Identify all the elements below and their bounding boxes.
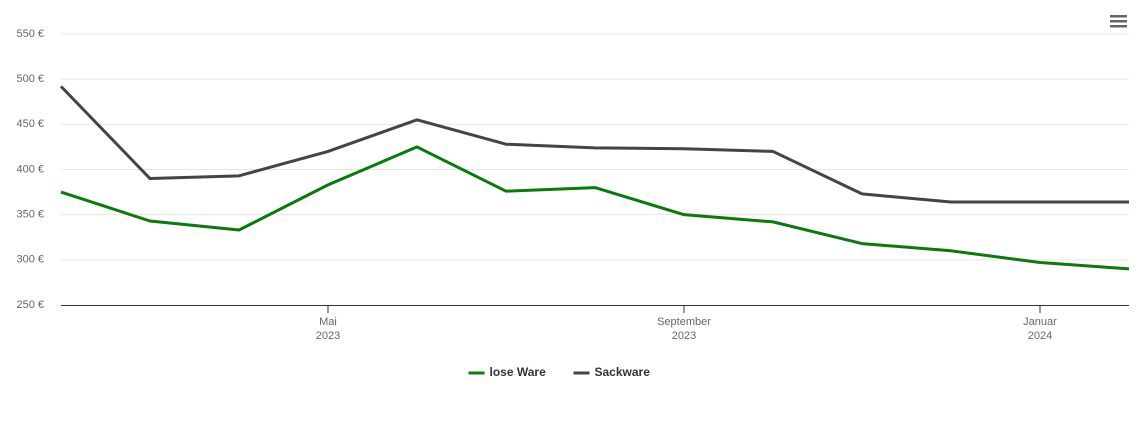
y-tick-label: 250 € (16, 299, 44, 311)
menu-bar (1110, 25, 1127, 28)
y-tick-label: 550 € (16, 28, 44, 40)
y-tick-label: 400 € (16, 163, 44, 175)
x-tick-sublabel: 2023 (672, 330, 696, 342)
legend-label: Sackware (595, 365, 651, 379)
legend-item[interactable]: lose Ware (468, 365, 547, 379)
line-series (60, 145, 1130, 271)
y-tick-label: 300 € (16, 254, 44, 266)
legend-label: lose Ware (490, 365, 547, 379)
y-tick-label: 450 € (16, 118, 44, 130)
x-tick-sublabel: 2024 (1028, 330, 1052, 342)
legend-item[interactable]: Sackware (573, 365, 651, 379)
x-tick-label: Januar (1023, 316, 1057, 328)
menu-bar (1110, 20, 1127, 23)
line-series (59, 85, 1129, 204)
menu-button[interactable] (1110, 15, 1127, 28)
y-tick-label: 500 € (16, 73, 44, 85)
menu-bar (1110, 15, 1127, 18)
x-tick-label: September (657, 316, 711, 328)
x-tick-label: Mai (319, 316, 337, 328)
x-tick-sublabel: 2023 (316, 330, 340, 342)
legend: lose Ware Sackware (468, 365, 651, 379)
y-tick-label: 350 € (16, 209, 44, 221)
